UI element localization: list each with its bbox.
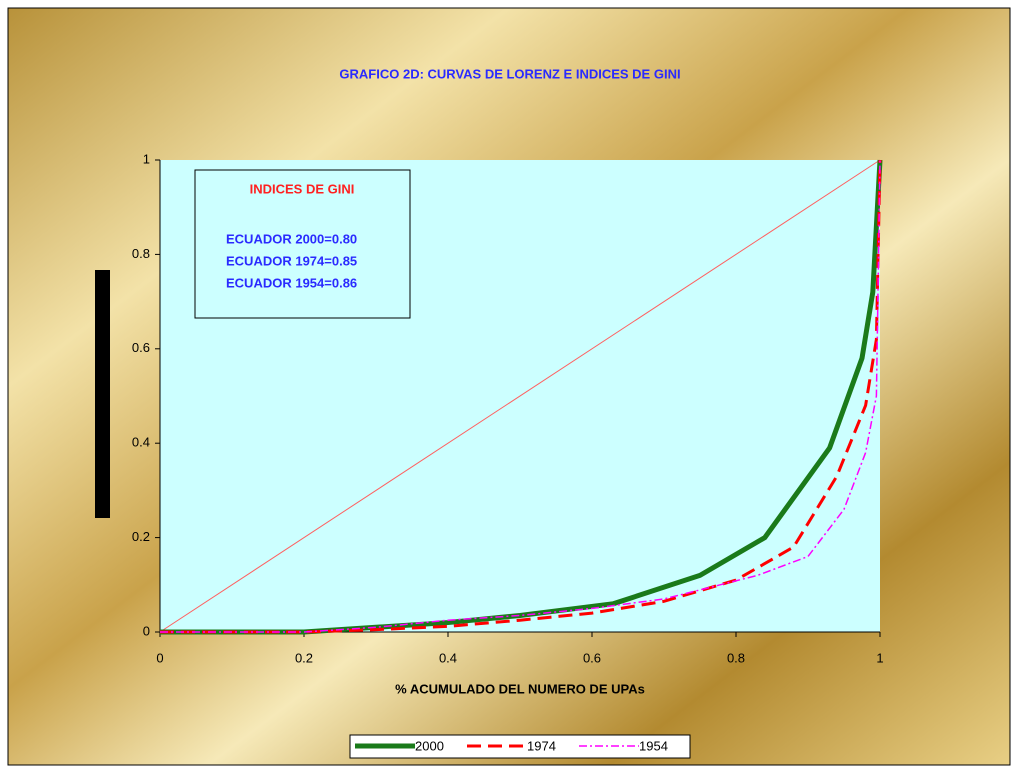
line-series [159, 159, 881, 633]
line-series [160, 159, 881, 633]
y-tick-label: 0.6 [132, 340, 150, 355]
gini-title: INDICES DE GINI [250, 181, 355, 196]
x-tick-label: 1 [876, 650, 883, 665]
x-tick-label: 0.8 [727, 650, 745, 665]
x-tick-label: 0.2 [295, 650, 313, 665]
y-tick-label: 0.2 [132, 529, 150, 544]
y-tick-label: 1 [143, 151, 150, 166]
chart-title: GRAFICO 2D: CURVAS DE LORENZ E INDICES D… [339, 66, 680, 81]
gini-line: ECUADOR 2000=0.80 [226, 231, 357, 246]
gini-line: ECUADOR 1954=0.86 [226, 275, 357, 290]
x-tick-label: 0.4 [439, 650, 457, 665]
x-axis-label: % ACUMULADO DEL NUMERO DE UPAs [395, 681, 645, 696]
y-tick-label: 0 [143, 623, 150, 638]
line-series [160, 159, 882, 634]
y-tick-label: 0.8 [132, 246, 150, 261]
x-tick-label: 0 [156, 650, 163, 665]
y-tick-label: 0.4 [132, 435, 150, 450]
x-tick-label: 0.6 [583, 650, 601, 665]
gini-box [194, 169, 411, 319]
legend-label: 1954 [639, 738, 668, 753]
redacted-y-label [95, 270, 110, 518]
legend-label: 1974 [527, 738, 556, 753]
gini-line: ECUADOR 1974=0.85 [226, 253, 357, 268]
legend-label: 2000 [415, 738, 444, 753]
